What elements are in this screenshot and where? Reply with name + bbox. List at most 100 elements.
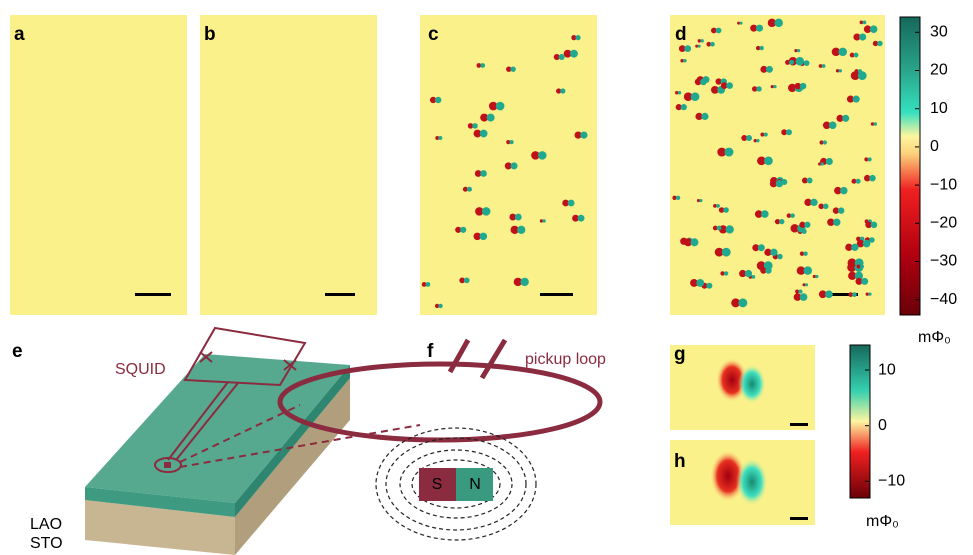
dipole [804,60,810,66]
dipole [776,180,783,187]
dipole [538,151,547,160]
colorbar-tick-label: −40 [930,291,957,308]
dipole [464,277,470,283]
dipole [815,275,818,278]
dipole [575,35,580,40]
dipole [803,251,807,255]
dipole [438,136,442,140]
dipole [761,210,769,218]
dipole [726,225,734,233]
dipole [724,148,733,157]
dipole [517,226,525,234]
dipole [690,238,698,246]
dipole [804,222,810,228]
dipole [871,221,878,228]
dipole [716,28,722,34]
dipole [510,66,515,71]
dipole [716,204,720,208]
dipole [510,140,514,144]
dipole [764,156,773,165]
dipole [435,97,441,103]
dipole [756,86,761,91]
colorbar-tick-label: 30 [930,24,948,41]
colorbar-tick-label: 10 [930,100,948,117]
dipole [480,130,488,138]
dipole [805,283,808,286]
dipole [710,42,715,47]
dipole [467,187,472,192]
dipole [740,22,743,25]
dipole [683,59,686,62]
dipole [426,282,431,287]
dipole [496,102,505,111]
panel-label: d [675,24,687,45]
dipole [821,162,824,165]
dipole [684,45,691,52]
dipole [854,53,859,58]
dipole [736,458,768,506]
dipole [856,179,861,184]
dipole [472,123,478,129]
panel-label: h [674,451,686,472]
dipole [580,131,587,138]
dipole [868,292,871,295]
dipole [774,19,782,27]
dipole [798,289,802,293]
dipole [764,133,768,137]
dipole [766,66,773,73]
colorbar [900,17,920,315]
dipole [810,199,817,206]
dipole [773,85,776,88]
dipole [738,298,747,307]
dipole [438,304,442,308]
colorbar-tick-label: −30 [930,253,957,270]
dipole [822,64,826,68]
dipole [859,33,866,40]
dipole [681,104,687,110]
schematic-label: S [432,476,443,493]
dipole [724,271,728,275]
dipole [698,45,701,48]
dipole [797,49,800,52]
figure: abcdefgh3020100−10−20−30−40mΦ₀100−10mΦ₀S… [0,0,973,555]
dipole [853,96,860,103]
dipole [869,175,876,182]
colorbar-tick-label: 0 [878,417,887,434]
dipole [738,364,766,404]
dipole [678,91,681,94]
dipole [759,46,763,50]
map-a [10,15,187,315]
map-b [200,15,377,315]
colorbar [850,345,870,498]
dipole [578,215,585,222]
dipole [756,139,759,142]
dipole [480,63,485,68]
dipole [723,207,729,213]
colorbar-tick-label: 20 [930,62,948,79]
dipole [790,213,795,218]
dipole [510,162,517,169]
dipole [745,270,752,277]
dipole [699,199,702,202]
dipole [863,20,867,24]
dipole [726,82,733,89]
dipole [868,157,872,161]
colorbar-unit: mΦ₀ [866,513,899,530]
dipole [700,39,703,42]
dipole [842,115,849,122]
dipole [542,219,545,222]
panel-label: b [204,24,216,45]
colorbar-tick-label: −20 [930,215,957,232]
dipole [838,48,847,57]
dipole [765,267,771,273]
dipole [480,233,488,241]
dipole [691,92,700,101]
schematic-label: LAO [30,516,62,533]
panel-label: e [12,341,23,362]
panel-label: a [14,24,25,45]
dipole [568,200,575,207]
colorbar-tick-label: 0 [930,138,939,155]
dipole [777,254,783,260]
dipole [482,207,491,216]
panel-label: c [428,24,439,45]
